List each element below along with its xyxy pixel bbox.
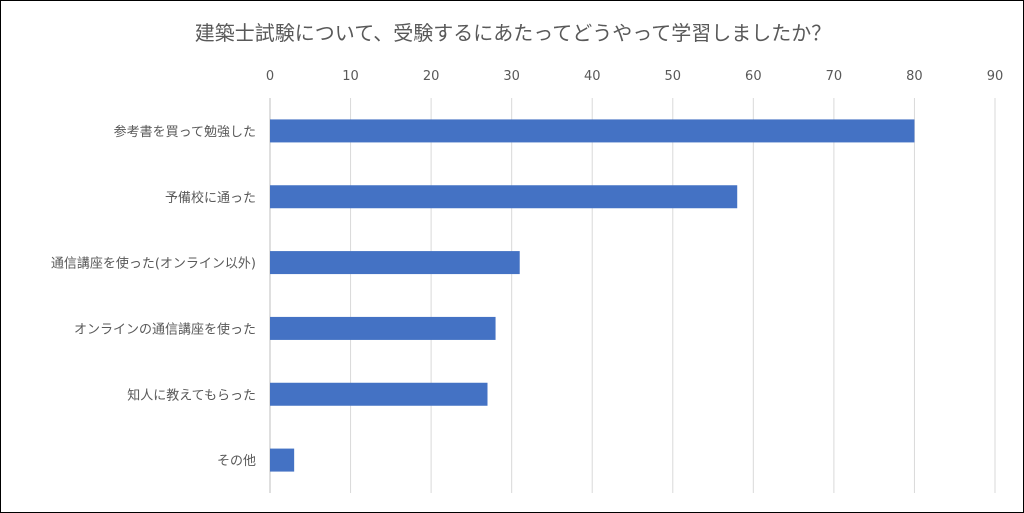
category-label-0: 参考書を買って勉強した xyxy=(114,124,256,140)
category-label-4: 知人に教えてもらった xyxy=(127,387,256,403)
bar-2 xyxy=(270,251,520,275)
x-tick-label-70: 70 xyxy=(826,69,843,84)
bar-0 xyxy=(270,119,915,143)
x-tick-label-20: 20 xyxy=(423,69,440,84)
category-label-5: その他 xyxy=(217,454,256,469)
category-label-1: 予備校に通った xyxy=(165,190,256,206)
x-tick-label-40: 40 xyxy=(584,69,601,84)
x-tick-label-0: 0 xyxy=(266,69,274,84)
x-tick-label-80: 80 xyxy=(906,69,923,84)
chart-title: 建築士試験について、受験するにあたってどうやって学習しましたか？ xyxy=(194,21,832,45)
bar-4 xyxy=(270,382,488,406)
category-label-2: 通信講座を使った(オンライン以外) xyxy=(51,256,256,272)
bar-1 xyxy=(270,185,738,209)
x-tick-label-90: 90 xyxy=(987,69,1004,84)
bar-3 xyxy=(270,316,496,340)
x-tick-label-10: 10 xyxy=(342,69,359,84)
bar-5 xyxy=(270,448,295,472)
x-tick-label-30: 30 xyxy=(503,69,520,84)
x-tick-label-60: 60 xyxy=(745,69,762,84)
x-tick-label-50: 50 xyxy=(665,69,682,84)
category-label-3: オンラインの通信講座を使った xyxy=(74,321,256,337)
